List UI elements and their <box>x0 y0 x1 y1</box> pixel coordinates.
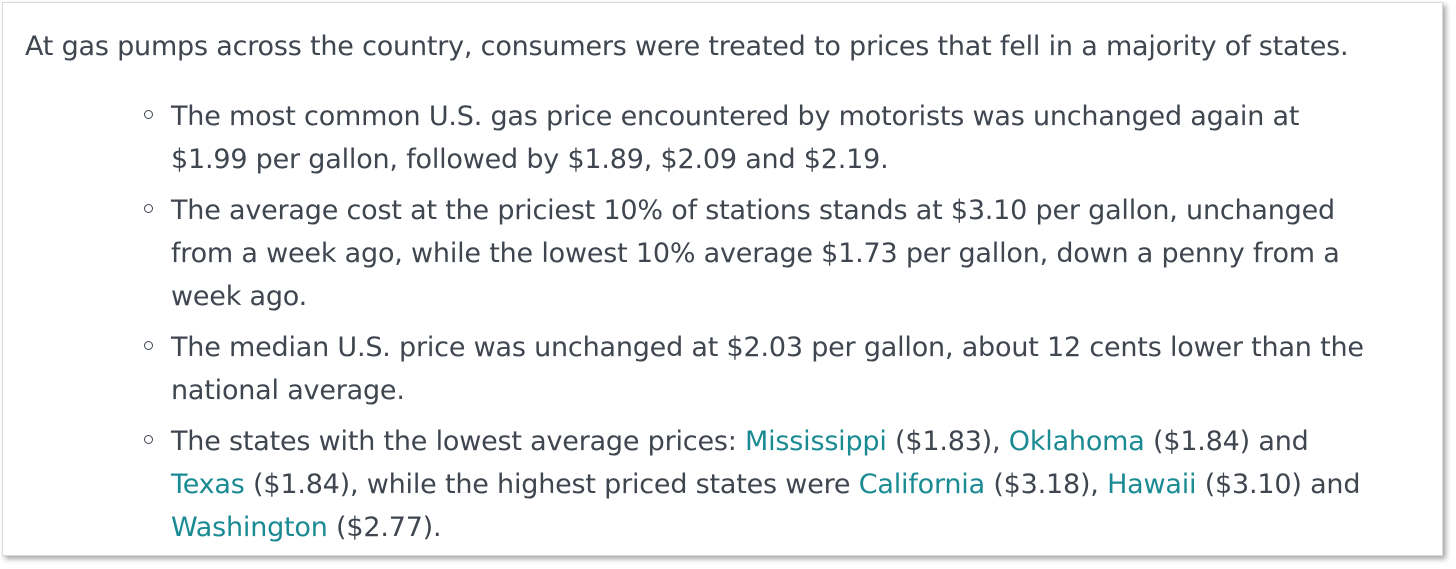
bullet-text-line: The states with the lowest average price… <box>171 420 1441 463</box>
article-excerpt-frame: At gas pumps across the country, consume… <box>2 2 1443 556</box>
bullet-median-price: The median U.S. price was unchanged at $… <box>144 326 1441 412</box>
link-oklahoma[interactable]: Oklahoma <box>1008 426 1145 457</box>
bullet-text-line: Washington ($2.77). <box>171 506 1441 549</box>
bullet-most-common-price: The most common U.S. gas price encounter… <box>144 95 1441 181</box>
bullet-text-line: week ago. <box>171 281 308 312</box>
bullet-text: ($1.84) and <box>1144 426 1309 457</box>
bullet-text: The states with the lowest average price… <box>171 426 746 457</box>
gas-price-bullet-list: The most common U.S. gas price encounter… <box>144 95 1441 557</box>
bullet-state-prices: The states with the lowest average price… <box>144 420 1441 549</box>
link-california[interactable]: California <box>858 469 985 500</box>
bullet-text-line: Texas ($1.84), while the highest priced … <box>171 463 1441 506</box>
bullet-text-line: The average cost at the priciest 10% of … <box>171 195 1335 226</box>
link-washington[interactable]: Washington <box>171 512 328 543</box>
circle-bullet-icon <box>144 204 153 213</box>
link-texas[interactable]: Texas <box>171 469 245 500</box>
bullet-priciest-lowest-stations: The average cost at the priciest 10% of … <box>144 189 1441 318</box>
bullet-text: ($3.18), <box>984 469 1108 500</box>
bullet-text-line: $1.99 per gallon, followed by $1.89, $2.… <box>171 144 889 175</box>
bullet-text-line: national average. <box>171 375 405 406</box>
bullet-text-line: The most common U.S. gas price encounter… <box>171 101 1300 132</box>
intro-paragraph: At gas pumps across the country, consume… <box>25 31 1349 62</box>
link-mississippi[interactable]: Mississippi <box>745 426 887 457</box>
bullet-text: ($3.10) and <box>1196 469 1361 500</box>
bullet-text: ($2.77). <box>327 512 442 543</box>
bullet-text-line: from a week ago, while the lowest 10% av… <box>171 238 1340 269</box>
link-hawaii[interactable]: Hawaii <box>1107 469 1197 500</box>
circle-bullet-icon <box>144 110 153 119</box>
bullet-text: ($1.83), <box>886 426 1009 457</box>
bullet-text: ($1.84), while the highest priced states… <box>244 469 859 500</box>
bullet-text-line: The median U.S. price was unchanged at $… <box>171 332 1364 363</box>
circle-bullet-icon <box>144 341 153 350</box>
circle-bullet-icon <box>144 435 153 444</box>
